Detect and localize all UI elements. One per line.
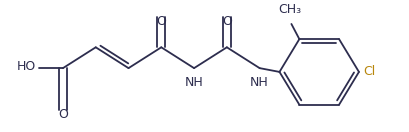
Text: NH: NH [185, 76, 203, 89]
Text: NH: NH [250, 76, 269, 89]
Text: O: O [58, 108, 68, 121]
Text: Cl: Cl [363, 65, 375, 78]
Text: HO: HO [16, 60, 36, 73]
Text: O: O [156, 15, 166, 28]
Text: O: O [222, 15, 232, 28]
Text: CH₃: CH₃ [278, 3, 301, 16]
